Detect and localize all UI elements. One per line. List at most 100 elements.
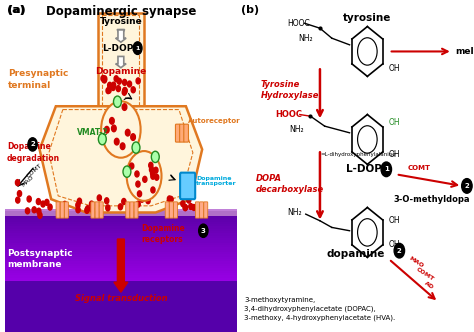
Text: Autoreceptor: Autoreceptor: [188, 118, 241, 124]
Polygon shape: [5, 245, 237, 247]
Circle shape: [136, 78, 140, 84]
Polygon shape: [5, 257, 237, 259]
Circle shape: [462, 179, 472, 193]
FancyBboxPatch shape: [56, 202, 60, 218]
Circle shape: [63, 201, 67, 207]
Polygon shape: [5, 280, 237, 282]
Circle shape: [183, 205, 187, 210]
Text: COMT: COMT: [415, 266, 435, 282]
Text: OH: OH: [388, 216, 400, 225]
Polygon shape: [5, 226, 237, 229]
Circle shape: [118, 204, 122, 210]
Circle shape: [137, 191, 142, 197]
Polygon shape: [5, 264, 237, 266]
Circle shape: [123, 166, 131, 177]
Circle shape: [189, 204, 193, 209]
Text: OH: OH: [388, 63, 400, 73]
Circle shape: [76, 207, 80, 213]
Circle shape: [151, 151, 159, 163]
Circle shape: [106, 205, 110, 211]
Circle shape: [77, 198, 82, 204]
Polygon shape: [5, 261, 237, 264]
Circle shape: [132, 142, 140, 153]
Polygon shape: [5, 250, 237, 252]
Text: Postsynaptic
membrane: Postsynaptic membrane: [7, 249, 73, 269]
FancyArrow shape: [116, 30, 126, 42]
Text: L-DOPA: L-DOPA: [346, 164, 389, 174]
Circle shape: [394, 243, 405, 258]
Text: Dopamine
degradation: Dopamine degradation: [7, 142, 60, 163]
Text: 2: 2: [397, 248, 402, 254]
Circle shape: [116, 86, 120, 92]
Circle shape: [135, 171, 139, 177]
Circle shape: [90, 207, 94, 212]
Circle shape: [199, 224, 208, 237]
FancyBboxPatch shape: [173, 202, 178, 218]
Text: Signal transduction: Signal transduction: [74, 294, 167, 303]
Circle shape: [150, 170, 155, 176]
Circle shape: [102, 77, 107, 83]
Text: OH: OH: [388, 118, 400, 127]
Text: HOOC: HOOC: [287, 19, 310, 28]
Circle shape: [122, 104, 127, 111]
FancyBboxPatch shape: [180, 173, 195, 199]
Polygon shape: [5, 252, 237, 254]
FancyBboxPatch shape: [180, 124, 184, 142]
Text: Tyrosine: Tyrosine: [100, 17, 142, 26]
Circle shape: [151, 173, 155, 179]
Circle shape: [120, 143, 125, 149]
Circle shape: [122, 199, 126, 205]
Circle shape: [140, 196, 144, 202]
Text: Dopamine: Dopamine: [95, 67, 146, 76]
Circle shape: [97, 195, 101, 201]
Text: AD: AD: [423, 281, 434, 290]
Polygon shape: [5, 219, 237, 222]
Text: NH₂: NH₂: [287, 208, 301, 217]
Polygon shape: [5, 224, 237, 226]
Circle shape: [111, 85, 115, 91]
Polygon shape: [5, 243, 237, 245]
Circle shape: [109, 118, 114, 124]
Circle shape: [18, 191, 22, 197]
Circle shape: [154, 167, 158, 173]
Circle shape: [27, 196, 31, 202]
Circle shape: [107, 87, 111, 93]
Text: tyrosine: tyrosine: [343, 13, 392, 23]
Polygon shape: [5, 266, 237, 268]
Circle shape: [90, 201, 94, 207]
Text: OH: OH: [388, 239, 400, 249]
Circle shape: [114, 76, 118, 82]
Circle shape: [38, 212, 42, 218]
Circle shape: [76, 202, 80, 208]
Circle shape: [167, 206, 171, 211]
Circle shape: [102, 76, 107, 82]
Circle shape: [28, 138, 37, 151]
Polygon shape: [5, 273, 237, 275]
Polygon shape: [5, 211, 237, 216]
Text: (a): (a): [8, 5, 26, 15]
Text: =L-dihydroxyphenylalanine: =L-dihydroxyphenylalanine: [320, 152, 396, 157]
Text: 2: 2: [30, 141, 35, 147]
Text: (a): (a): [7, 5, 25, 15]
Circle shape: [131, 87, 135, 93]
FancyBboxPatch shape: [175, 124, 180, 142]
Polygon shape: [5, 217, 237, 219]
Circle shape: [106, 88, 110, 94]
Circle shape: [126, 129, 130, 136]
FancyBboxPatch shape: [195, 202, 200, 218]
Circle shape: [127, 151, 162, 201]
Circle shape: [381, 162, 392, 177]
Circle shape: [45, 200, 49, 206]
Circle shape: [192, 205, 196, 210]
Circle shape: [122, 89, 127, 95]
Text: dopamine: dopamine: [326, 249, 385, 259]
Text: Dopamine
transporter: Dopamine transporter: [196, 176, 237, 186]
Circle shape: [195, 205, 200, 210]
Circle shape: [155, 174, 159, 180]
Polygon shape: [5, 231, 237, 233]
Text: melanine: melanine: [455, 47, 474, 56]
Text: 3-O-methyldopa: 3-O-methyldopa: [393, 195, 470, 204]
Text: MAO: MAO: [21, 174, 35, 188]
FancyArrow shape: [114, 239, 128, 292]
Circle shape: [181, 201, 185, 207]
